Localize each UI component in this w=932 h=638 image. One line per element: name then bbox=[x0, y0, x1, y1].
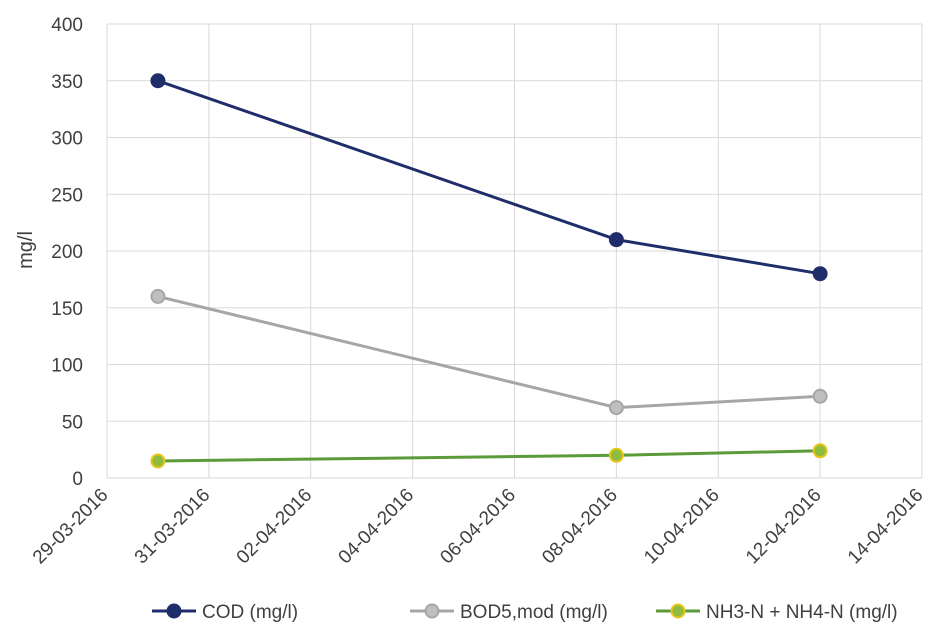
series-line bbox=[157, 79, 821, 276]
x-tick-label: 04-04-2016 bbox=[335, 485, 419, 569]
gridlines bbox=[106, 23, 923, 479]
x-tick-label: 31-03-2016 bbox=[131, 485, 215, 569]
series-1 bbox=[150, 288, 828, 416]
y-tick-label: 300 bbox=[51, 129, 83, 150]
data-point bbox=[812, 443, 828, 459]
data-point bbox=[812, 266, 828, 282]
legend-swatch-marker bbox=[166, 603, 182, 619]
legend-label: NH3-N + NH4-N (mg/l) bbox=[706, 602, 898, 623]
legend-label: COD (mg/l) bbox=[202, 602, 298, 623]
x-tick-label: 10-04-2016 bbox=[640, 485, 724, 569]
series-0 bbox=[150, 73, 828, 282]
y-tick-label: 400 bbox=[51, 15, 83, 36]
y-tick-label: 100 bbox=[51, 356, 83, 377]
y-tick-label: 50 bbox=[62, 412, 83, 433]
x-tick-label: 08-04-2016 bbox=[538, 485, 622, 569]
legend: COD (mg/l) BOD5,mod (mg/l) NH3-N + NH4-N (… bbox=[152, 602, 898, 623]
data-point bbox=[608, 400, 624, 416]
y-axis-label: mg/l bbox=[15, 231, 37, 269]
data-point bbox=[812, 388, 828, 404]
data-point bbox=[608, 447, 624, 463]
data-point bbox=[608, 232, 624, 248]
series-line bbox=[157, 449, 821, 463]
legend-entry: NH3-N + NH4-N (mg/l) bbox=[656, 602, 898, 623]
series-line bbox=[157, 294, 821, 410]
y-tick-label: 200 bbox=[51, 242, 83, 263]
axes: 0 50 100 150 200 250 300 350 400 29-03-2016 31-03-… bbox=[29, 15, 928, 568]
x-tick-label: 06-04-2016 bbox=[436, 485, 520, 569]
data-point bbox=[150, 288, 166, 304]
legend-entry: COD (mg/l) bbox=[152, 602, 298, 623]
x-tick-label: 12-04-2016 bbox=[742, 485, 826, 569]
data-point bbox=[150, 73, 166, 89]
data-point bbox=[150, 453, 166, 469]
legend-entry: BOD5,mod (mg/l) bbox=[410, 602, 608, 623]
y-tick-label: 250 bbox=[51, 185, 83, 206]
x-tick-label: 14-04-2016 bbox=[844, 485, 928, 569]
legend-label: BOD5,mod (mg/l) bbox=[460, 602, 608, 623]
y-tick-label: 350 bbox=[51, 72, 83, 93]
y-tick-label: 0 bbox=[72, 469, 83, 490]
x-tick-label: 02-04-2016 bbox=[233, 485, 317, 569]
y-tick-label: 150 bbox=[51, 299, 83, 320]
legend-swatch-marker bbox=[424, 603, 440, 619]
legend-swatch-marker bbox=[670, 603, 686, 619]
series-2 bbox=[150, 443, 828, 469]
x-tick-label: 29-03-2016 bbox=[29, 485, 113, 569]
series bbox=[150, 73, 828, 469]
